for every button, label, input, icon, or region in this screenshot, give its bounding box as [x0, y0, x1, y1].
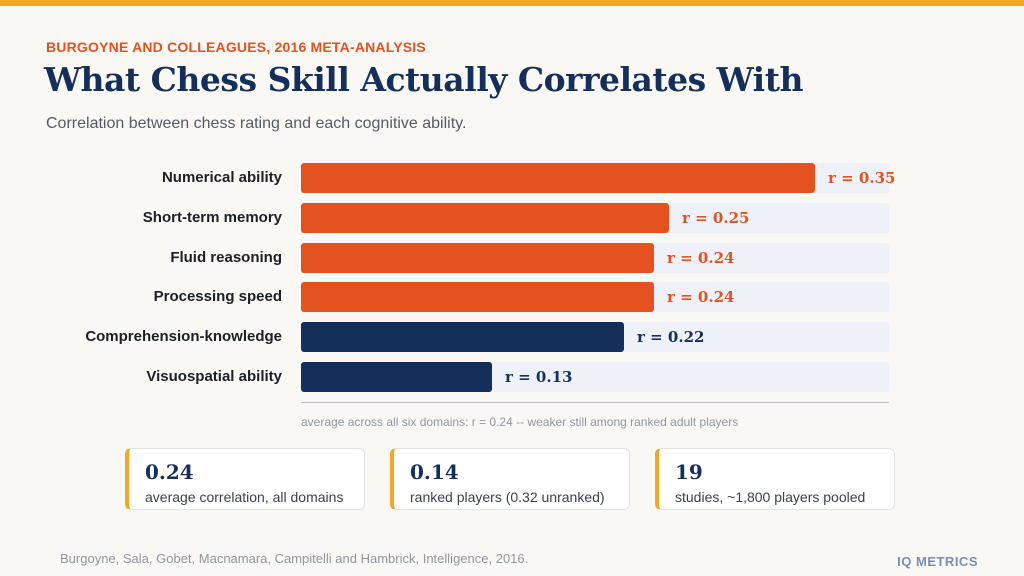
bar	[301, 282, 654, 312]
stat-card-average: 0.24 average correlation, all domains	[125, 448, 365, 510]
chart-note: average across all six domains: r = 0.24…	[301, 415, 739, 429]
bar-value-label: r = 0.35	[828, 169, 896, 187]
bar-value-label: r = 0.22	[637, 328, 705, 346]
bar	[301, 322, 624, 352]
stat-card-studies: 19 studies, ~1,800 players pooled	[655, 448, 895, 510]
chart-baseline	[301, 402, 889, 403]
bar	[301, 362, 492, 392]
bar	[301, 163, 815, 193]
category-label: Processing speed	[153, 288, 282, 305]
bar-value-label: r = 0.24	[667, 249, 735, 267]
stat-value: 0.14	[410, 460, 459, 484]
category-label: Short-term memory	[142, 209, 282, 226]
brand-logo-text: IQ METRICS	[897, 554, 978, 569]
category-label: Visuospatial ability	[146, 368, 282, 385]
eyebrow-label: BURGOYNE AND COLLEAGUES, 2016 META-ANALY…	[46, 39, 426, 55]
category-label: Numerical ability	[161, 169, 282, 186]
bar-chart: average across all six domains: r = 0.24…	[0, 150, 1024, 450]
source-citation: Burgoyne, Sala, Gobet, Macnamara, Campit…	[60, 551, 529, 566]
bar-value-label: r = 0.13	[505, 368, 573, 386]
page-title: What Chess Skill Actually Correlates Wit…	[44, 60, 803, 99]
stat-label: ranked players (0.32 unranked)	[410, 489, 605, 505]
bar-value-label: r = 0.24	[667, 288, 735, 306]
bar	[301, 243, 654, 273]
bar	[301, 203, 669, 233]
stat-card-ranked: 0.14 ranked players (0.32 unranked)	[390, 448, 630, 510]
page-subtitle: Correlation between chess rating and eac…	[46, 115, 467, 132]
category-label: Comprehension-knowledge	[85, 328, 282, 345]
stat-label: average correlation, all domains	[145, 489, 344, 505]
stat-label: studies, ~1,800 players pooled	[675, 489, 866, 505]
top-accent-bar	[0, 0, 1024, 6]
stat-value: 19	[675, 460, 703, 484]
bar-value-label: r = 0.25	[682, 209, 750, 227]
stat-value: 0.24	[145, 460, 194, 484]
category-label: Fluid reasoning	[170, 249, 282, 266]
